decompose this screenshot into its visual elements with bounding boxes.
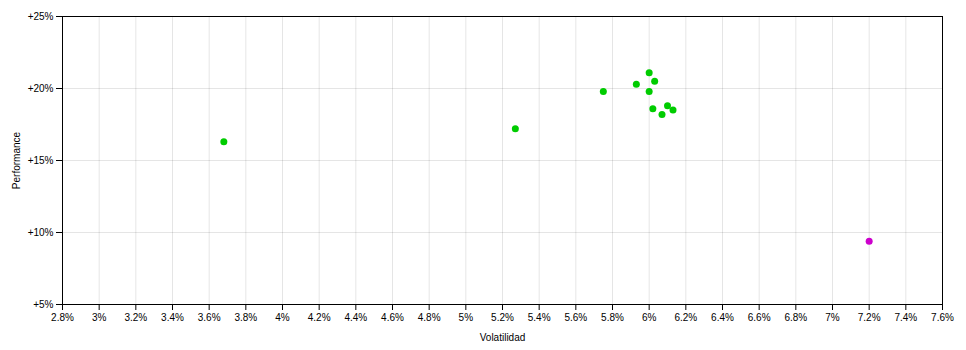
svg-text:6.8%: 6.8% (784, 312, 807, 323)
svg-text:5%: 5% (459, 312, 474, 323)
svg-text:5.6%: 5.6% (564, 312, 587, 323)
svg-text:+5%: +5% (33, 299, 53, 310)
svg-text:3.2%: 3.2% (124, 312, 147, 323)
svg-text:4.2%: 4.2% (308, 312, 331, 323)
svg-text:7.2%: 7.2% (858, 312, 881, 323)
svg-text:+20%: +20% (28, 83, 54, 94)
svg-text:5.4%: 5.4% (528, 312, 551, 323)
svg-text:3.8%: 3.8% (234, 312, 257, 323)
svg-text:4%: 4% (275, 312, 290, 323)
svg-text:7.6%: 7.6% (931, 312, 954, 323)
svg-text:5.8%: 5.8% (601, 312, 624, 323)
svg-text:7%: 7% (825, 312, 840, 323)
svg-text:2.8%: 2.8% (51, 312, 74, 323)
svg-text:Volatilidad: Volatilidad (480, 332, 526, 343)
svg-text:6.4%: 6.4% (711, 312, 734, 323)
svg-text:4.8%: 4.8% (418, 312, 441, 323)
svg-text:+10%: +10% (28, 227, 54, 238)
svg-text:3.4%: 3.4% (161, 312, 184, 323)
svg-text:+15%: +15% (28, 155, 54, 166)
svg-text:4.4%: 4.4% (344, 312, 367, 323)
svg-text:6.2%: 6.2% (674, 312, 697, 323)
svg-text:4.6%: 4.6% (381, 312, 404, 323)
svg-text:3%: 3% (92, 312, 107, 323)
svg-text:3.6%: 3.6% (198, 312, 221, 323)
svg-text:+25%: +25% (28, 11, 54, 22)
svg-text:6.6%: 6.6% (748, 312, 771, 323)
svg-text:Performance: Performance (11, 131, 22, 189)
svg-text:6%: 6% (642, 312, 657, 323)
svg-text:5.2%: 5.2% (491, 312, 514, 323)
svg-text:7.4%: 7.4% (894, 312, 917, 323)
